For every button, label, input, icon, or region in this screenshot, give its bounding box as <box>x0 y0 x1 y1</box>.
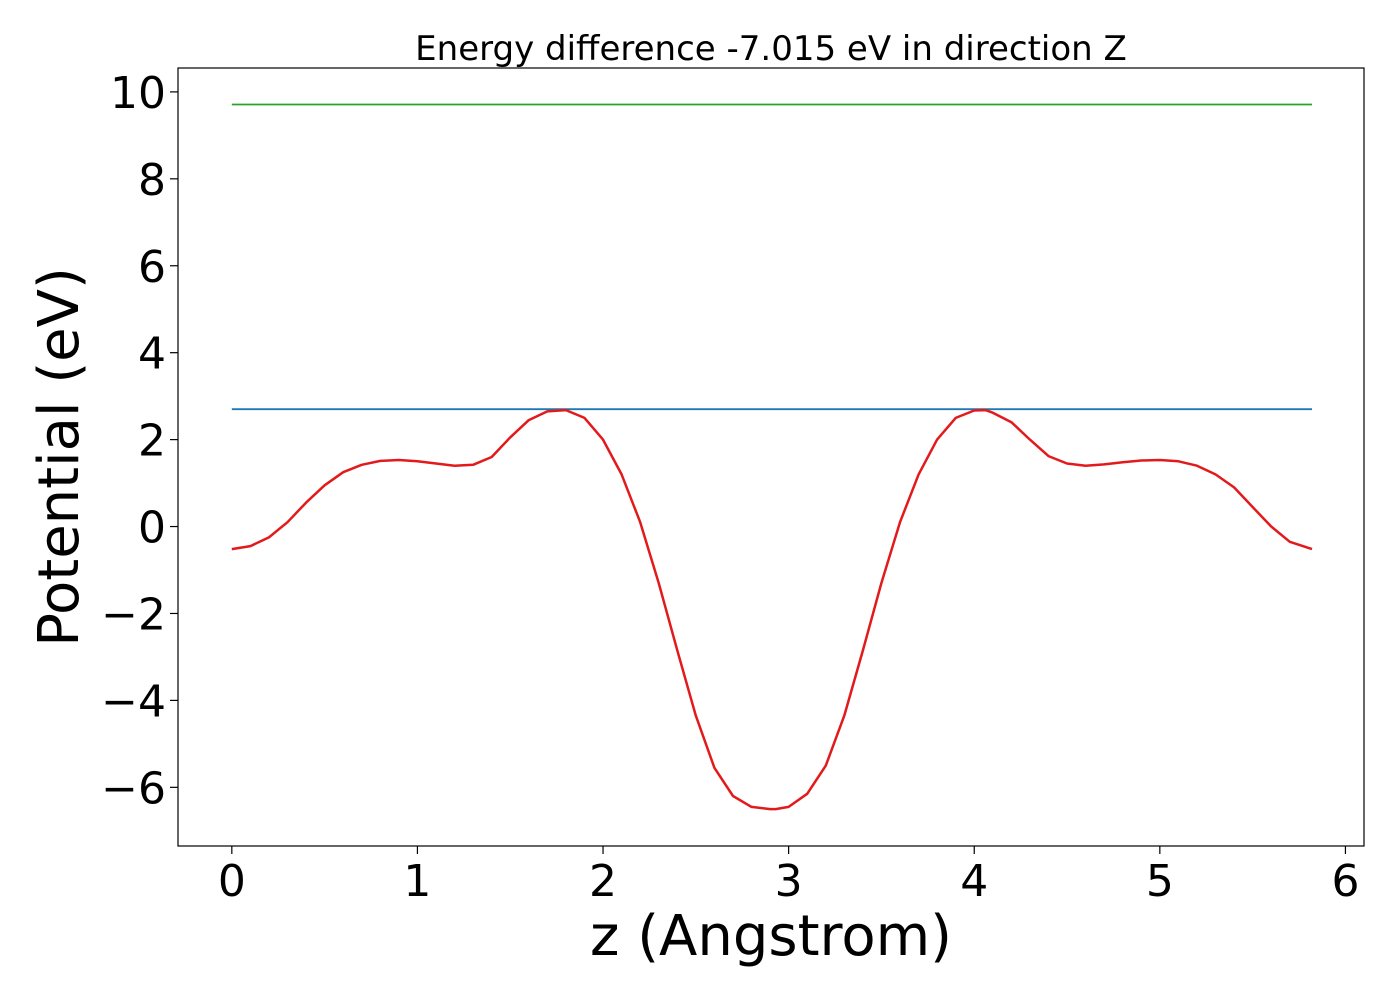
y-tick-label: 8 <box>138 155 166 206</box>
y-axis-label: Potential (eV) <box>27 267 92 647</box>
x-axis-ticks: 0 1 2 3 4 5 6 <box>218 846 1359 907</box>
y-tick-label: 0 <box>138 503 166 554</box>
x-tick-label: 6 <box>1331 856 1359 907</box>
x-axis-label: z (Angstrom) <box>590 904 952 969</box>
y-tick-label: −2 <box>101 589 166 640</box>
y-tick-label: 10 <box>110 68 166 119</box>
x-tick-label: 3 <box>775 856 803 907</box>
x-tick-label: 1 <box>403 856 431 907</box>
y-tick-label: 6 <box>138 242 166 293</box>
y-tick-label: −4 <box>101 676 166 727</box>
y-tick-label: −6 <box>101 763 166 814</box>
y-axis-ticks: −6 −4 −2 0 2 4 6 8 10 <box>101 68 178 814</box>
x-tick-label: 5 <box>1146 856 1174 907</box>
y-tick-label: 4 <box>138 329 166 380</box>
plot-area <box>231 103 1313 811</box>
x-tick-label: 4 <box>960 856 988 907</box>
chart-title: Energy difference -7.015 eV in direction… <box>415 29 1127 69</box>
x-tick-label: 0 <box>218 856 246 907</box>
series-line-2 <box>231 408 1313 811</box>
x-tick-label: 2 <box>589 856 617 907</box>
plot-frame <box>177 67 1365 847</box>
y-tick-label: 2 <box>138 416 166 467</box>
